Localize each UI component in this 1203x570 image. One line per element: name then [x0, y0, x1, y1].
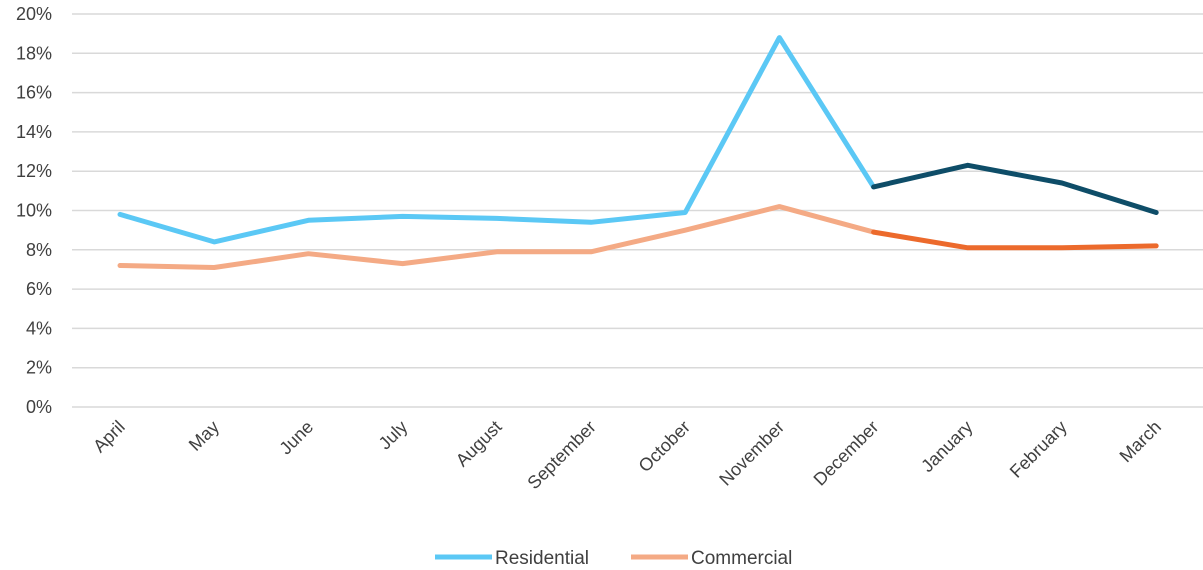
y-tick-label: 4% [26, 318, 52, 338]
x-tick-label: July [375, 417, 412, 454]
series-line-commercial-highlight [871, 229, 1159, 251]
legend-label-commercial: Commercial [691, 548, 792, 569]
x-tick-label: February [1006, 417, 1071, 482]
series-line-residential [117, 35, 877, 245]
x-tick-label: September [523, 417, 599, 493]
y-tick-label: 10% [16, 201, 52, 221]
x-tick-label: May [185, 417, 223, 455]
x-tick-label: November [715, 417, 788, 490]
y-tick-label: 14% [16, 122, 52, 142]
series-line-residential-highlight [871, 162, 1159, 215]
y-tick-label: 16% [16, 83, 52, 103]
y-axis-tick-labels: 0% 2% 4% 6% 8% 10% 12% 14% 16% 18% 20% [16, 4, 52, 417]
y-tick-label: 12% [16, 161, 52, 181]
y-tick-label: 0% [26, 397, 52, 417]
gridlines [72, 13, 1203, 408]
x-tick-label: June [275, 417, 317, 459]
x-tick-label: April [89, 417, 129, 457]
legend: Residential Commercial [435, 548, 792, 569]
legend-label-residential: Residential [495, 548, 589, 569]
x-tick-label: January [917, 417, 976, 476]
series-line-commercial [117, 204, 877, 270]
x-tick-label: October [635, 417, 694, 476]
x-tick-label: August [452, 417, 506, 471]
x-tick-label: March [1116, 417, 1166, 467]
y-tick-label: 20% [16, 4, 52, 24]
x-tick-label: December [810, 417, 883, 490]
y-tick-label: 18% [16, 43, 52, 63]
x-axis-tick-labels: April May June July August September October No… [89, 417, 1165, 493]
y-tick-label: 2% [26, 358, 52, 378]
series-lines [117, 35, 1159, 270]
y-tick-label: 6% [26, 279, 52, 299]
y-tick-label: 8% [26, 240, 52, 260]
